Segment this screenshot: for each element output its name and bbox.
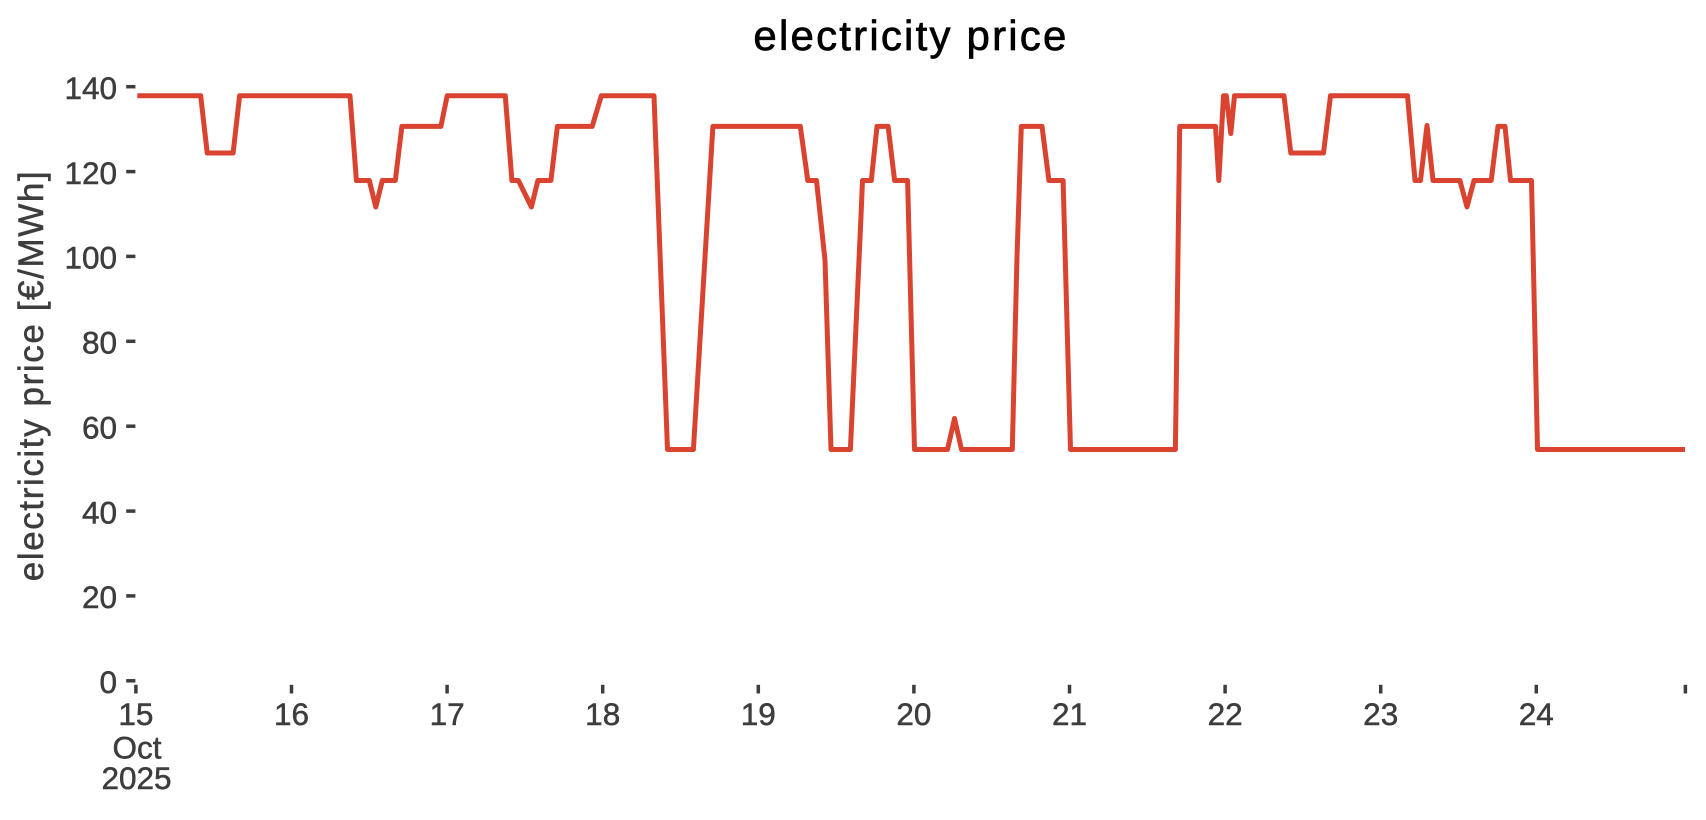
svg-text:electricity price: electricity price	[753, 12, 1068, 59]
svg-text:21: 21	[1052, 696, 1087, 732]
svg-text:20: 20	[896, 696, 931, 732]
svg-text:18: 18	[585, 696, 620, 732]
svg-text:23: 23	[1363, 696, 1398, 732]
svg-text:Oct: Oct	[112, 729, 161, 765]
svg-text:140: 140	[64, 70, 117, 106]
svg-text:17: 17	[430, 696, 465, 732]
svg-text:16: 16	[274, 696, 309, 732]
svg-text:100: 100	[64, 240, 117, 276]
svg-text:electricity price [€/MWh]: electricity price [€/MWh]	[12, 170, 51, 581]
svg-text:0: 0	[99, 664, 117, 700]
svg-text:15: 15	[118, 696, 153, 732]
svg-text:19: 19	[741, 696, 776, 732]
svg-text:60: 60	[82, 410, 117, 446]
svg-text:40: 40	[82, 494, 117, 530]
svg-text:80: 80	[82, 325, 117, 361]
svg-text:120: 120	[64, 155, 117, 191]
svg-text:22: 22	[1208, 696, 1243, 732]
svg-text:2025: 2025	[101, 760, 171, 796]
svg-text:20: 20	[82, 579, 117, 615]
svg-text:24: 24	[1519, 696, 1554, 732]
